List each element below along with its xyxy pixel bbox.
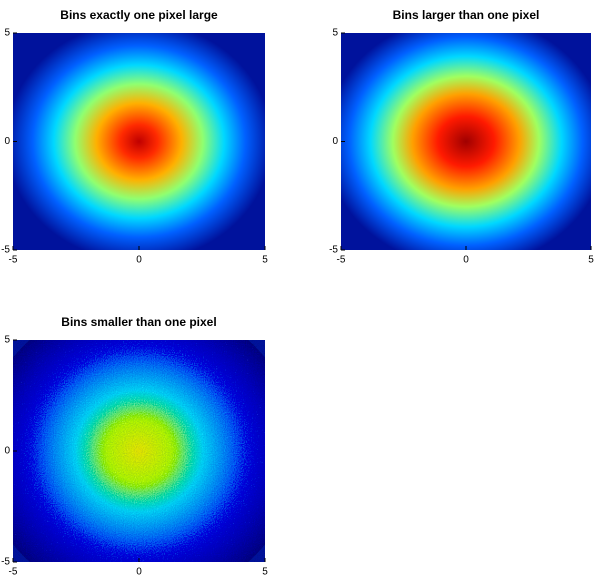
y-tick-label: -5 [1,557,10,568]
x-tick-label: 5 [262,567,268,578]
x-tick-label: -5 [337,255,346,266]
heatmap-density [13,340,265,562]
x-tick-label: 0 [136,255,142,266]
y-tick-label: 0 [4,136,10,147]
heatmap-density [13,33,265,250]
x-tick-label: 0 [136,567,142,578]
x-tick-label: -5 [9,255,18,266]
chart-title: Bins exactly one pixel large [60,8,218,22]
y-tick-label: -5 [1,245,10,256]
x-tick-label: -5 [9,567,18,578]
x-tick-label: 5 [262,255,268,266]
x-tick-label: 0 [463,255,469,266]
y-tick-label: 0 [4,446,10,457]
y-tick-label: 5 [4,335,10,346]
y-tick-label: 0 [332,136,338,147]
y-tick-label: -5 [329,245,338,256]
x-tick-label: 5 [588,255,594,266]
chart-title: Bins larger than one pixel [393,8,540,22]
y-tick-label: 5 [4,28,10,39]
heatmap-density [341,33,591,250]
chart-title: Bins smaller than one pixel [61,315,216,329]
y-tick-label: 5 [332,28,338,39]
